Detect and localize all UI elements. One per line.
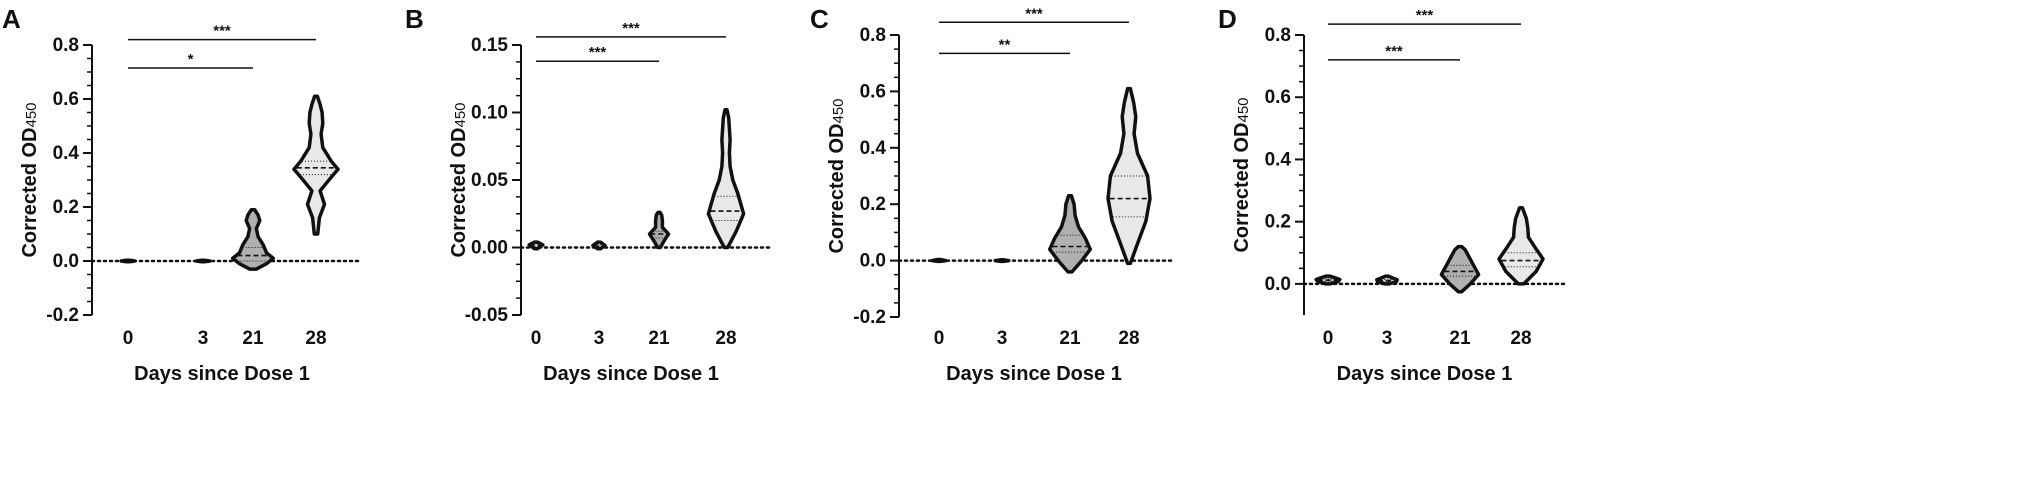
significance-label-a: *** (213, 23, 231, 40)
x-tick-label-a: 28 (305, 328, 326, 349)
y-axis-title-b: Corrected OD450 (448, 102, 470, 257)
y-tick-label-d: 0.2 (1265, 212, 1291, 233)
y-tick-label-a: -0.2 (46, 305, 79, 326)
y-tick-label-c: 0.0 (860, 251, 886, 272)
x-tick-label-c: 21 (1059, 328, 1081, 349)
y-axis-title-subscript-d: 450 (1235, 97, 1252, 122)
y-tick-label-d: 0.0 (1265, 274, 1291, 295)
y-tick-label-c: -0.2 (853, 307, 886, 328)
significance-label-a: * (188, 51, 194, 68)
y-tick-label-b: -0.05 (465, 305, 509, 326)
y-axis-title-subscript-b: 450 (452, 102, 469, 127)
y-tick-label-b: 0.00 (471, 238, 508, 259)
y-tick-label-b: 0.10 (471, 103, 508, 124)
y-tick-label-d: 0.8 (1265, 25, 1291, 46)
panel-letter-d: D (1218, 4, 1237, 34)
violin-day-28-a (292, 94, 340, 236)
x-axis-title-a: Days since Dose 1 (134, 363, 310, 385)
x-tick-label-a: 3 (198, 328, 209, 349)
x-axis-title-d: Days since Dose 1 (1337, 363, 1513, 385)
y-axis-title-c: Corrected OD450 (826, 98, 848, 253)
y-tick-label-b: 0.05 (471, 170, 508, 191)
y-axis-title-a: Corrected OD450 (19, 102, 41, 257)
significance-label-b: *** (622, 20, 640, 37)
y-axis-title-main-a: Corrected OD (19, 128, 41, 258)
violin-day-21-d (1439, 244, 1481, 294)
y-tick-label-c: 0.8 (860, 25, 886, 46)
y-tick-label-a: 0.0 (53, 251, 79, 272)
y-tick-label-d: 0.6 (1265, 87, 1291, 108)
x-tick-label-a: 0 (123, 328, 134, 349)
y-tick-label-a: 0.6 (53, 89, 79, 110)
x-axis-title-b: Days since Dose 1 (543, 363, 719, 385)
y-tick-label-d: 0.4 (1265, 149, 1292, 170)
y-tick-label-a: 0.8 (53, 35, 79, 56)
panel-letter-b: B (405, 4, 424, 34)
x-tick-label-b: 28 (715, 328, 736, 349)
y-tick-label-a: 0.4 (53, 143, 80, 164)
x-tick-label-c: 28 (1118, 328, 1139, 349)
x-axis-title-c: Days since Dose 1 (946, 363, 1122, 385)
violin-day-21-a (230, 207, 276, 271)
y-tick-label-c: 0.6 (860, 81, 886, 102)
significance-label-d: *** (1416, 7, 1434, 24)
y-tick-label-a: 0.2 (53, 197, 79, 218)
y-axis-title-d: Corrected OD450 (1231, 97, 1253, 252)
significance-label-c: ** (999, 36, 1011, 53)
y-axis-title-subscript-c: 450 (830, 98, 847, 123)
violin-chart-a: A-0.20.00.20.40.60.80 3 21 28****Days since… (2, 4, 363, 385)
y-tick-label-c: 0.2 (860, 194, 886, 215)
significance-label-c: *** (1025, 5, 1043, 22)
x-tick-label-b: 3 (594, 328, 605, 349)
y-axis-title-main-b: Corrected OD (448, 128, 470, 258)
x-tick-label-b: 0 (531, 328, 542, 349)
violin-chart-c: C-0.20.00.20.40.60.80 3 21 28*****Days sinc… (810, 4, 1176, 385)
y-axis-title-subscript-a: 450 (23, 102, 40, 127)
panel-letter-c: C (810, 4, 829, 34)
x-tick-label-a: 21 (242, 328, 264, 349)
panel-b: B -0.05 0.00 0.05 0.10 0.15 0 3 21 28 *** *** Days s… (403, 0, 911, 500)
x-tick-label-c: 0 (934, 328, 945, 349)
x-tick-label-b: 21 (648, 328, 670, 349)
y-tick-label-c: 0.4 (860, 138, 887, 159)
panel-d: D 0.0 0.2 0.4 0.6 0.8 0 3 21 28 *** *** Days since D… (1216, 0, 1724, 500)
x-tick-label-d: 3 (1382, 328, 1393, 349)
x-tick-label-d: 28 (1510, 328, 1531, 349)
y-axis-title-main-d: Corrected OD (1231, 123, 1253, 253)
violin-chart-d: D 0.0 0.2 0.4 0.6 0.8 0 3 21 28 *** *** Days since D… (1218, 4, 1568, 385)
significance-label-d: *** (1385, 43, 1403, 60)
violin-chart-b: B -0.05 0.00 0.05 0.10 0.15 0 3 21 28 *** *** Days s… (405, 4, 773, 385)
y-tick-label-b: 0.15 (471, 35, 508, 56)
violin-day-21-c (1047, 193, 1093, 274)
violin-day-28-c (1106, 86, 1152, 266)
x-tick-label-d: 21 (1449, 328, 1471, 349)
violin-day-28-b (706, 108, 746, 250)
violin-day-28-d (1497, 205, 1545, 286)
panel-c: C -0.2 0.0 0.2 0.4 0.6 0.8 0 3 21 28 ** *** Days sinc… (808, 0, 1316, 500)
x-tick-label-c: 3 (997, 328, 1008, 349)
panel-letter-a: A (2, 4, 21, 34)
panel-a: A -0.2 0.0 0.2 0.4 0.6 0.8 0 3 21 28 * *** Days since… (0, 0, 508, 500)
significance-label-b: *** (589, 44, 607, 61)
violin-day-21-b (647, 210, 671, 250)
y-axis-title-main-c: Corrected OD (826, 124, 848, 254)
x-tick-label-d: 0 (1323, 328, 1334, 349)
